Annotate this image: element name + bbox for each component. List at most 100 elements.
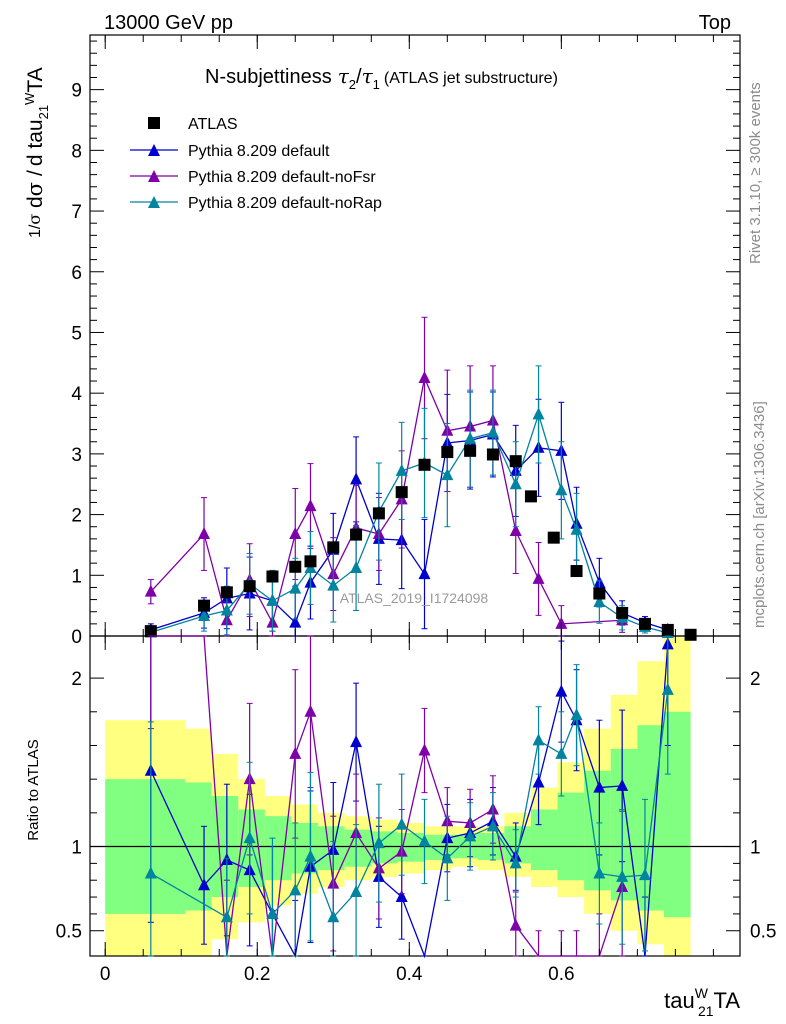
atlas-point (509, 455, 522, 468)
ratio-point-noRap (464, 829, 477, 842)
band-green (557, 792, 585, 881)
ratio-point-noRap (593, 866, 606, 879)
chart-title-main: N-subjettiness (205, 66, 332, 88)
xtick-label: 0.2 (244, 964, 270, 985)
ratio-point-noRap (616, 869, 629, 882)
atlas-point (593, 587, 606, 600)
ratio-point-default (198, 878, 211, 891)
main-ytick-label: 3 (71, 445, 82, 466)
atlas-point (372, 507, 385, 520)
ratio-point-noRap (289, 883, 302, 896)
ratio-point-noRap (327, 910, 340, 923)
point-default (418, 567, 431, 580)
ratio-point-noRap (509, 856, 522, 869)
legend: ATLAS Pythia 8.209 default Pythia 8.209 … (130, 116, 382, 212)
atlas-point (198, 599, 211, 612)
main-ytick-label: 7 (71, 202, 82, 223)
point-noRap (593, 595, 606, 608)
atlas-point (289, 560, 302, 573)
legend-nofsr-label: Pythia 8.209 default-noFsr (188, 169, 376, 186)
atlas-point (486, 448, 499, 461)
ratio-point-noRap (486, 819, 499, 832)
atlas-point (327, 541, 340, 554)
atlas-point (144, 625, 157, 638)
point-noRap (395, 463, 408, 476)
ratio-point-noRap (638, 868, 651, 881)
ratio-point-noRap (144, 866, 157, 879)
ratio-point-noRap (661, 682, 674, 695)
atlas-point (304, 555, 317, 568)
ratio-point-noRap (304, 849, 317, 862)
ratio-ytick-label-right: 2 (750, 669, 761, 690)
point-noRap (555, 483, 568, 496)
legend-atlas-marker (148, 117, 160, 129)
atlas-point (266, 570, 279, 583)
ratio-point-noRap (243, 831, 256, 844)
axis-ticks: 0 1 2 3 4 5 6 7 8 9 0.5 0.5 1 1 2 2 0 0.2 0.4 0.6 (56, 35, 776, 985)
ratio-point-noRap (441, 851, 454, 864)
ratio-ytick-label: 0.5 (56, 922, 82, 943)
atlas-point (524, 490, 537, 503)
point-noFsr (509, 523, 522, 536)
main-ylabel-text: d (24, 196, 47, 208)
atlas-point (547, 531, 560, 544)
point-noFsr (532, 571, 545, 584)
ratio-point-noFsr (418, 743, 431, 756)
ratio-uncertainty-bands (105, 636, 691, 956)
point-default (289, 615, 302, 628)
point-noFsr (289, 527, 302, 540)
ratio-point-default (532, 775, 545, 788)
ratio-point-default (593, 780, 606, 793)
ratio-frame (89, 635, 741, 957)
ratio-line-noRap (150, 689, 669, 919)
point-noRap (464, 431, 477, 444)
main-ytick-label: 9 (71, 81, 82, 102)
ratio-point-noFsr (509, 918, 522, 931)
atlas-point (570, 565, 583, 578)
xtick-label: 0.4 (396, 964, 423, 985)
ratio-point-noRap (532, 733, 545, 746)
point-noFsr (418, 370, 431, 383)
atlas-point (441, 446, 454, 459)
main-ytick-label: 8 (71, 141, 82, 162)
atlas-point (220, 586, 233, 599)
ratio-point-noRap (395, 817, 408, 830)
main-ytick-label: 5 (71, 323, 82, 344)
legend-nofsr-marker (148, 170, 160, 182)
point-noRap (532, 407, 545, 420)
side-rivet: Rivet 3.1.10, ≥ 300k events (747, 82, 764, 264)
atlas-point (661, 623, 674, 636)
xtick-label: 0.6 (548, 964, 574, 985)
ratio-point-noRap (555, 746, 568, 759)
watermark: ATLAS_2019_I1724098 (340, 590, 489, 606)
main-ytick-label: 6 (71, 263, 82, 284)
ratio-point-noRap (266, 906, 279, 919)
point-noRap (486, 425, 499, 438)
point-noRap (266, 593, 279, 606)
legend-default-marker (148, 144, 160, 156)
point-noRap (350, 561, 363, 574)
ratio-point-default (555, 684, 568, 697)
ratio-point-noRap (350, 885, 363, 897)
side-source: mcplots.cern.ch [arXiv:1306.3436] (751, 401, 768, 628)
axes-frames (89, 34, 741, 957)
atlas-data-points (144, 444, 697, 641)
ratio-point-default (395, 890, 408, 903)
ratio-point-noRap (418, 834, 431, 847)
ratio-point-noFsr (304, 704, 317, 717)
main-ytick-label: 0 (71, 627, 82, 648)
point-noRap (220, 603, 233, 616)
point-noFsr (198, 527, 211, 540)
band-green (530, 809, 558, 871)
point-default (350, 472, 363, 485)
chart-title-suffix: (ATLAS jet substructure) (384, 70, 558, 87)
legend-atlas-label: ATLAS (188, 116, 238, 133)
ratio-point-default (616, 778, 629, 791)
atlas-point (418, 458, 431, 471)
point-noRap (570, 522, 583, 535)
main-ytick-label: 2 (71, 506, 82, 527)
ratio-point-noFsr (289, 746, 302, 759)
atlas-point (684, 628, 697, 641)
point-noRap (289, 581, 302, 594)
